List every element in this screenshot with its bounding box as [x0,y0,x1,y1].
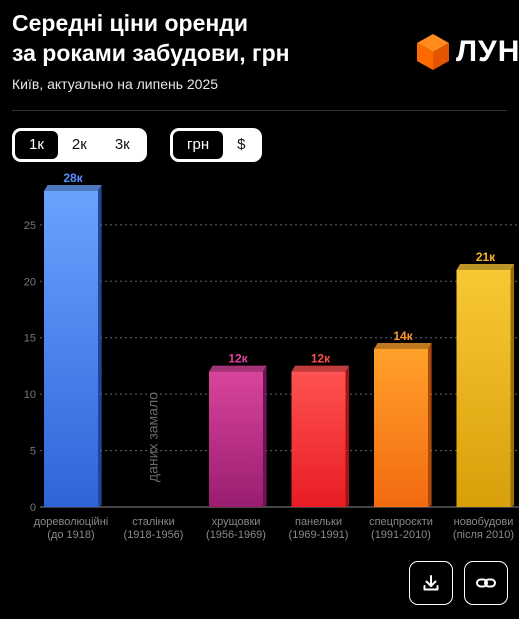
bar [456,270,511,507]
brand-logo[interactable]: ЛУН [416,32,519,72]
bar-chart: 0 5 10 15 20 25 28к дореволюційні(до 1918) даних… [24,171,519,541]
bar-top-face [291,365,350,372]
brand-name: ЛУН [456,35,519,68]
category-sublabel: (1918-1956) [124,529,184,541]
no-data-label: даних замало [145,392,161,482]
bar-value-label: 12к [228,352,248,366]
category-label: хрущовки [212,516,261,528]
y-tick-label: 15 [24,333,36,345]
category-sublabel: (1956-1969) [206,529,266,541]
category-sublabel: (після 2010) [453,529,514,541]
bar-value-label: 21к [476,250,496,264]
bar-side-face [98,185,102,507]
bar-top-face [209,365,267,372]
y-tick-label: 0 [30,502,36,514]
chart-subtitle: Київ, актуально на липень 2025 [12,76,219,92]
category-sublabel: (1969-1991) [289,529,349,541]
bar-value-label: 14к [393,329,413,343]
currency-selector[interactable]: грн $ [170,128,263,162]
link-icon [476,578,496,588]
copy-link-button[interactable] [464,561,508,605]
y-tick-label: 5 [30,446,36,458]
bar-side-face [428,343,432,507]
bar [291,371,346,507]
bar-top-face [456,264,515,270]
chart-title: Середні ціни оренди за роками забудови, … [12,10,290,66]
bar-top-face [44,185,102,191]
orange-cube-logo-icon [417,34,449,70]
option-3k[interactable]: 3к [114,136,130,153]
y-tick-label: 25 [24,220,36,232]
y-tick-label: 20 [24,276,36,288]
download-icon [423,575,439,591]
category-label: панельки [295,516,342,528]
option-1k[interactable]: 1к [15,131,58,159]
option-usd[interactable]: $ [237,136,246,153]
bar-value-label: 12к [311,352,331,366]
bar-value-label: 28к [63,171,83,185]
room-count-selector[interactable]: 1к 2к 3к [12,128,147,162]
category-label: сталінки [132,516,174,528]
category-sublabel: (до 1918) [47,529,94,541]
y-tick-label: 10 [24,389,36,401]
option-uah[interactable]: грн [173,131,224,159]
bar [209,371,263,507]
bar-side-face [263,365,267,507]
header-divider [12,110,507,111]
bar-side-face [345,365,350,507]
category-label: дореволюційні [34,516,108,528]
category-label: спецпроєкти [369,516,433,528]
download-button[interactable] [409,561,453,605]
option-2k[interactable]: 2к [71,136,87,153]
category-label: новобудови [454,516,514,528]
bar-top-face [374,343,432,349]
bar [44,191,98,507]
bar-side-face [510,264,515,507]
bar [374,349,428,507]
category-sublabel: (1991-2010) [371,529,431,541]
